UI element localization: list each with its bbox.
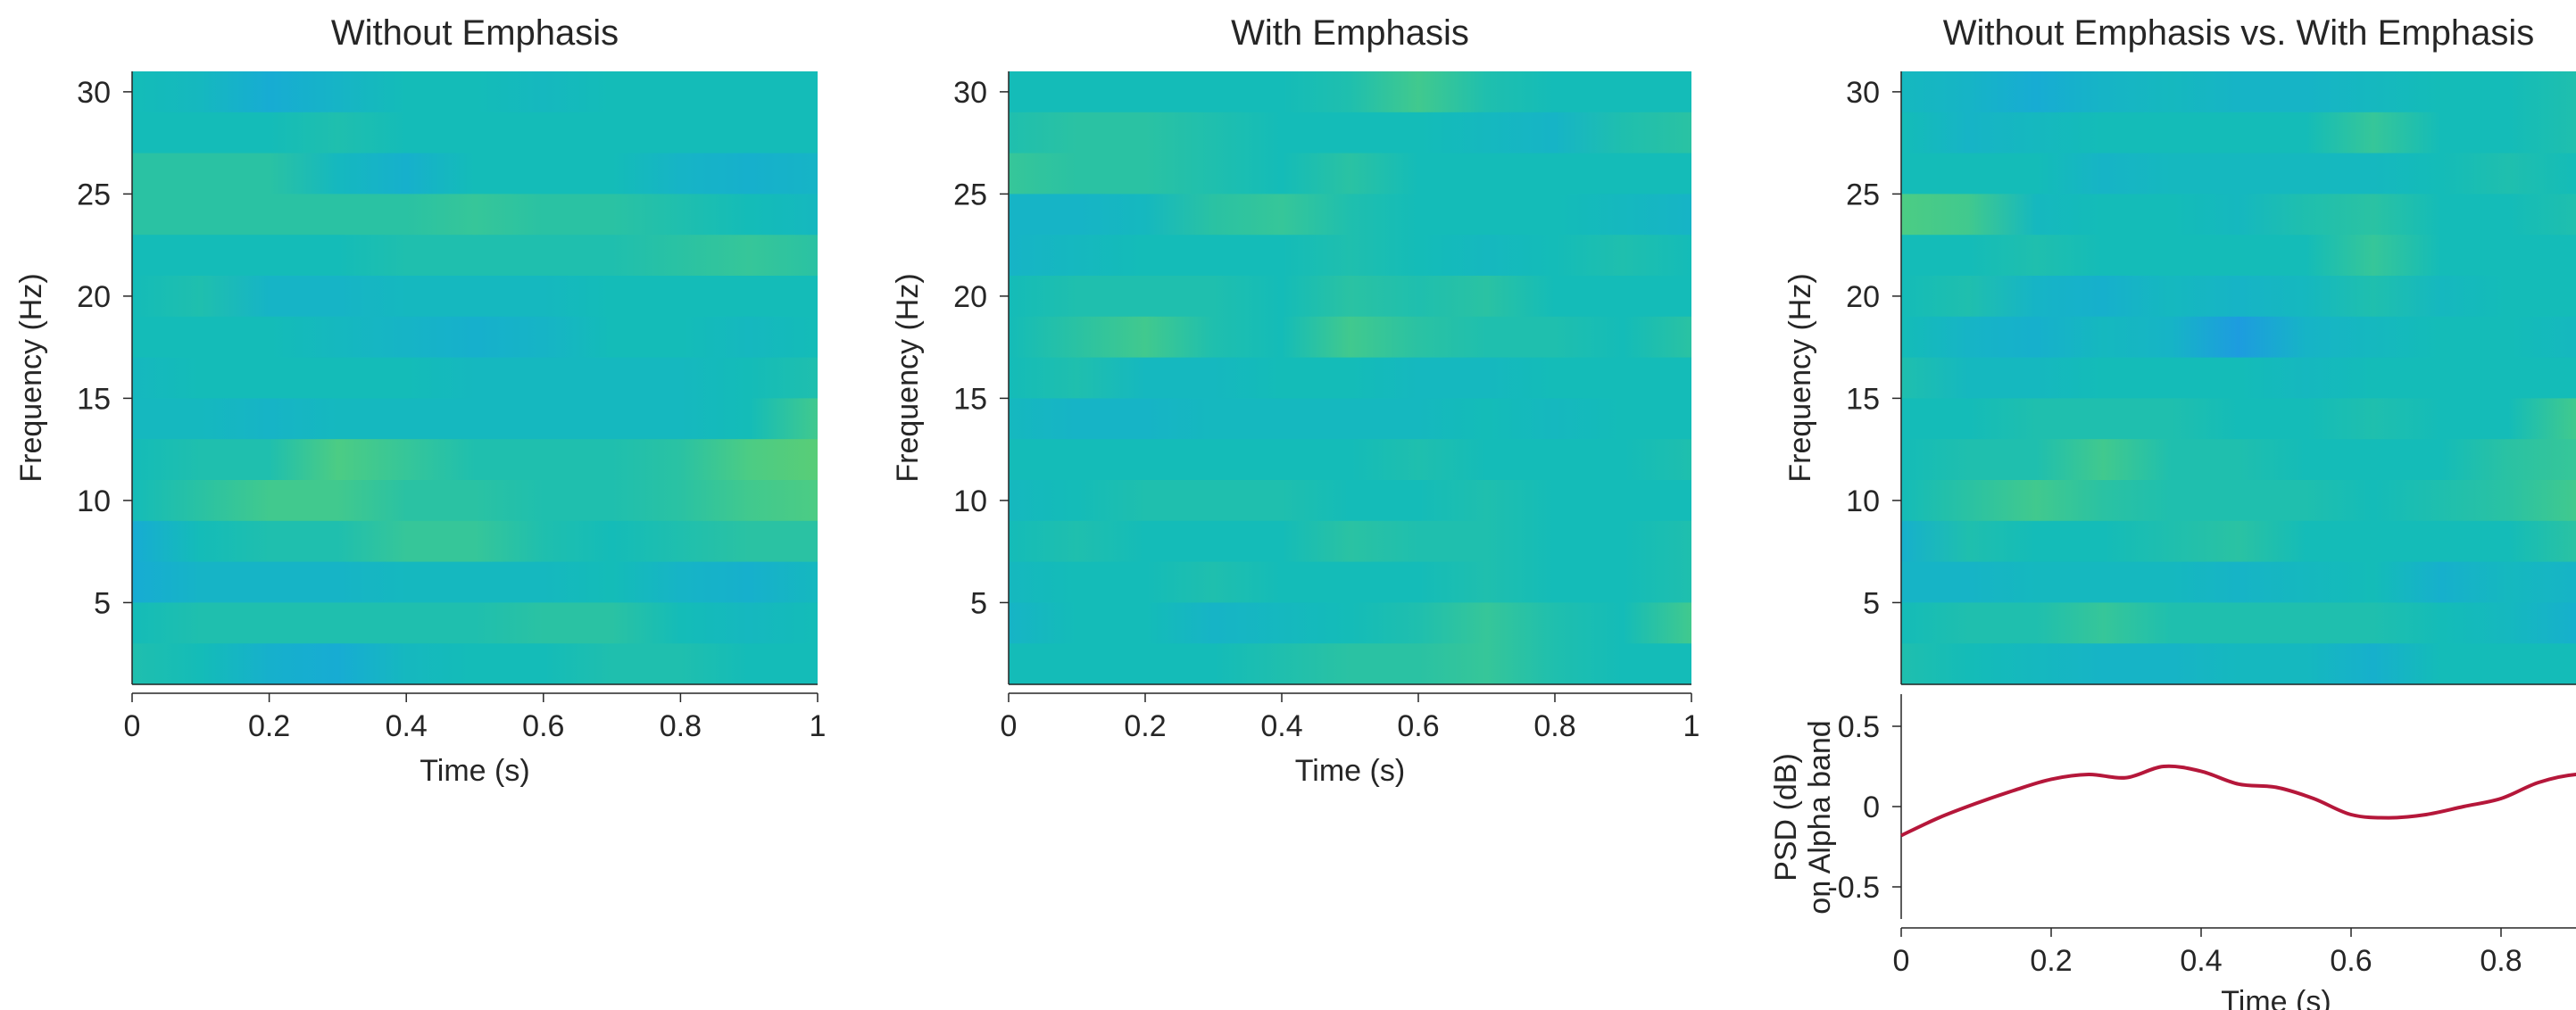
heatmap-row	[132, 235, 818, 277]
x-tick-label: 0	[1893, 944, 1910, 978]
heatmap-row	[1009, 112, 1691, 154]
heatmap-row	[1009, 520, 1691, 563]
x-tick-label: 0.6	[1397, 709, 1439, 743]
heatmap-row	[1901, 602, 2576, 644]
y-tick-label: 5	[1863, 586, 1880, 620]
x-tick-label: 1	[810, 709, 827, 743]
x-tick-label: 0.8	[660, 709, 702, 743]
heatmap-row	[1901, 276, 2576, 318]
x-tick-label: 0.4	[386, 709, 428, 743]
heatmap-row	[1009, 235, 1691, 277]
x-axis-label: Time (s)	[1295, 754, 1405, 788]
heatmap-row	[132, 398, 818, 440]
y-axis-label: Frequency (Hz)	[14, 273, 48, 482]
x-tick-label: 0.8	[2480, 944, 2522, 978]
x-tick-label: 0.2	[248, 709, 290, 743]
heatmap-row	[1009, 71, 1691, 113]
x-tick-label: 0	[1001, 709, 1018, 743]
heatmap-row	[1009, 357, 1691, 399]
heatmap-0	[132, 71, 818, 685]
y-tick-label: 30	[953, 76, 987, 110]
series-line-0	[1900, 764, 2576, 838]
heatmap-row	[132, 71, 818, 113]
heatmap-row	[1901, 643, 2576, 685]
heatmap-row	[1901, 398, 2576, 440]
x-tick-label: 0.6	[2330, 944, 2372, 978]
y-tick-label: 10	[77, 484, 111, 518]
heatmap-row	[1901, 112, 2576, 154]
y-tick-label: 0	[1863, 791, 1880, 824]
heatmap-row	[1901, 194, 2576, 236]
x-tick-label: 1	[1683, 709, 1700, 743]
y-tick-label: 25	[953, 178, 987, 211]
heatmap-row	[1901, 439, 2576, 481]
heatmap-row	[1901, 153, 2576, 195]
y-tick-label: 25	[77, 178, 111, 211]
heatmap-row	[132, 480, 818, 522]
heatmap-row	[132, 153, 818, 195]
y-tick-label: 20	[1846, 280, 1880, 314]
heatmap-row	[132, 439, 818, 481]
y-tick-label: 25	[1846, 178, 1880, 211]
chart-title: With Emphasis	[1231, 13, 1469, 53]
heatmap-row	[132, 643, 818, 685]
heatmap-row	[1009, 153, 1691, 195]
heatmap-row	[132, 561, 818, 603]
x-tick-label: 0.2	[1124, 709, 1166, 743]
chart-title: Without Emphasis	[331, 13, 619, 53]
heatmap-row	[1009, 602, 1691, 644]
chart-title: Without Emphasis vs. With Emphasis	[1943, 13, 2534, 53]
y-axis-label: Frequency (Hz)	[1783, 273, 1817, 482]
heatmap-row	[132, 112, 818, 154]
x-tick-label: 0.4	[1260, 709, 1302, 743]
y-tick-label: 10	[1846, 484, 1880, 518]
heatmap-row	[1901, 520, 2576, 563]
x-tick-label: 0.2	[2030, 944, 2072, 978]
y-axis-label-line2: on Alpha band	[1803, 720, 1837, 914]
heatmap-row	[1009, 316, 1691, 359]
y-tick-label: 5	[94, 586, 111, 620]
x-tick-label: 0	[124, 709, 141, 743]
x-tick-label: 0.4	[2180, 944, 2222, 978]
heatmap-row	[1009, 643, 1691, 685]
y-tick-label: 30	[1846, 76, 1880, 110]
heatmap-row	[1009, 194, 1691, 236]
heatmap-row	[132, 276, 818, 318]
y-tick-label: 20	[77, 280, 111, 314]
heatmap-row	[1009, 480, 1691, 522]
heatmap-row	[132, 357, 818, 399]
heatmap-row	[1009, 398, 1691, 440]
heatmap-row	[1901, 71, 2576, 113]
y-tick-label: 20	[953, 280, 987, 314]
heatmap-row	[1009, 276, 1691, 318]
heatmap-row	[1009, 561, 1691, 603]
heatmap-1	[1009, 71, 1691, 685]
x-tick-label: 0.8	[1533, 709, 1575, 743]
heatmap-row	[1009, 439, 1691, 481]
y-tick-label: 5	[970, 586, 987, 620]
y-tick-label: 15	[77, 382, 111, 416]
heatmap-row	[132, 316, 818, 359]
y-tick-label: 30	[77, 76, 111, 110]
heatmap-row	[132, 520, 818, 563]
y-axis-label: Frequency (Hz)	[891, 273, 925, 482]
heatmap-row	[1901, 235, 2576, 277]
heatmap-row	[1901, 561, 2576, 603]
heatmap-2	[1901, 71, 2576, 685]
heatmap-row	[1901, 316, 2576, 359]
heatmap-row	[132, 602, 818, 644]
heatmap-row	[1901, 480, 2576, 522]
y-tick-label: 15	[953, 382, 987, 416]
x-axis-label: Time (s)	[2221, 985, 2331, 1010]
y-tick-label: 10	[953, 484, 987, 518]
y-tick-label: 15	[1846, 382, 1880, 416]
y-tick-label: -0.5	[1827, 871, 1880, 905]
x-axis-label: Time (s)	[420, 754, 529, 788]
y-tick-label: 0.5	[1838, 710, 1880, 744]
y-axis-label-line1: PSD (dB)	[1769, 753, 1803, 882]
heatmap-row	[1901, 357, 2576, 399]
heatmap-row	[132, 194, 818, 236]
x-tick-label: 0.6	[522, 709, 564, 743]
